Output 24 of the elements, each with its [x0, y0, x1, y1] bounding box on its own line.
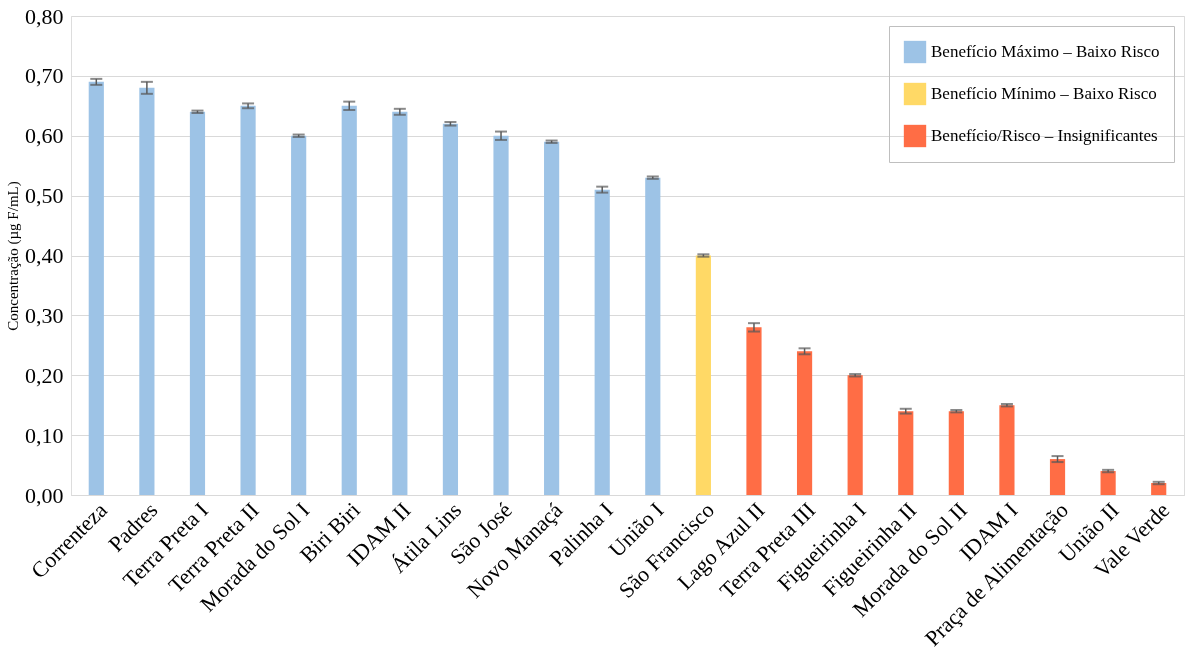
y-tick-label: 0,20	[25, 362, 64, 388]
legend-label: Benefício Mínimo – Baixo Risco	[931, 84, 1157, 103]
y-tick-label: 0,00	[25, 482, 64, 508]
bar	[291, 135, 307, 495]
bar	[999, 405, 1015, 495]
bar	[544, 141, 560, 495]
bar	[139, 87, 155, 495]
legend-label: Benefício/Risco – Insignificantes	[931, 126, 1158, 145]
bar	[695, 255, 711, 495]
y-tick-label: 0,10	[25, 422, 64, 448]
y-tick-label: 0,60	[25, 123, 64, 149]
y-tick-label: 0,50	[25, 183, 64, 209]
y-tick-label: 0,30	[25, 302, 64, 328]
y-axis-title: Concentração (µg F/mL)	[5, 181, 22, 331]
y-tick-label: 0,80	[25, 3, 64, 29]
bar	[645, 177, 661, 495]
y-tick-label: 0,70	[25, 63, 64, 89]
legend-label: Benefício Máximo – Baixo Risco	[931, 42, 1160, 61]
bar	[442, 123, 459, 495]
bar	[1100, 471, 1116, 495]
bar	[189, 111, 206, 495]
bar	[948, 411, 964, 495]
y-tick-label: 0,40	[25, 243, 64, 268]
bar	[847, 375, 863, 495]
